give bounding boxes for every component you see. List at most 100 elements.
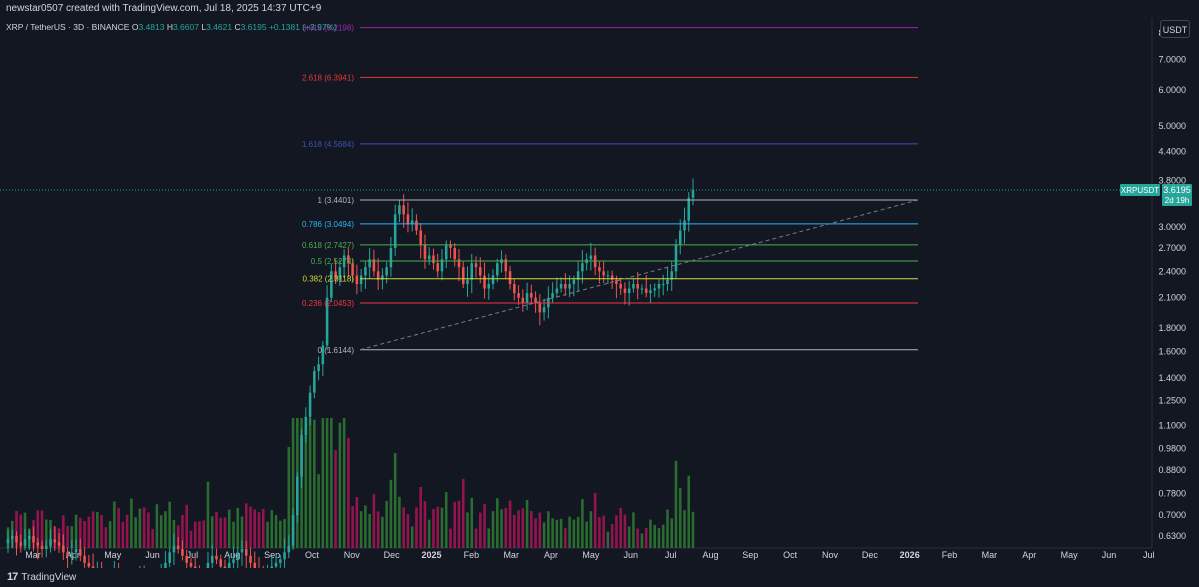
volume-bar — [279, 520, 282, 548]
candle-body — [444, 244, 448, 260]
volume-bar — [419, 486, 422, 548]
candle-body — [496, 263, 499, 276]
candle-body — [623, 288, 627, 294]
volume-bar — [313, 419, 316, 548]
volume-bar — [257, 512, 261, 548]
price-tag-bg — [1162, 183, 1192, 206]
candle-body — [70, 552, 74, 556]
volume-bar — [606, 531, 610, 548]
candle-body — [304, 416, 308, 435]
candle-body — [436, 263, 439, 272]
candle-body — [423, 244, 427, 260]
volume-bar — [368, 513, 371, 548]
volume-bar — [389, 479, 393, 548]
time-tick-label: Aug — [224, 550, 240, 560]
volume-bar — [640, 533, 644, 548]
candle-body — [49, 539, 52, 546]
volume-bar — [683, 510, 686, 548]
candle-body — [10, 536, 14, 540]
volume-bar — [432, 508, 435, 548]
time-tick-label: Jul — [187, 550, 199, 560]
candle-body — [470, 263, 474, 280]
volume-bar — [176, 525, 180, 548]
time-tick-label: Sep — [742, 550, 758, 560]
candle-body — [478, 267, 482, 276]
volume-bar — [453, 501, 457, 548]
volume-bar — [87, 516, 91, 548]
candle-body — [449, 244, 452, 248]
candle-body — [23, 539, 27, 546]
volume-bar — [168, 501, 171, 548]
volume-bar — [62, 515, 65, 548]
volume-bar — [661, 524, 665, 548]
price-tick-label: 7.0000 — [1158, 54, 1186, 64]
candles — [6, 178, 695, 568]
symbol-legend: XRP / TetherUS · 3D · BINANCE O3.4813 H3… — [6, 22, 337, 32]
candle-body — [368, 259, 371, 268]
candle-body — [389, 247, 393, 268]
candle-body — [644, 288, 648, 294]
candle-body — [321, 345, 325, 365]
tradingview-logo-icon: 17 — [7, 571, 18, 583]
candle-body — [376, 271, 380, 280]
price-tick-label: 2.7000 — [1158, 243, 1186, 253]
volume-bar — [474, 528, 478, 548]
candle-body — [164, 562, 167, 568]
volume-bar — [564, 528, 567, 548]
time-tick-label: Jul — [1143, 550, 1155, 560]
legend-segment: 3.4621 — [206, 22, 234, 32]
time-tick-label: Oct — [305, 550, 320, 560]
volume-bar — [189, 530, 193, 548]
candle-body — [279, 559, 282, 563]
volume-bar — [249, 506, 252, 548]
time-tick-label: Jun — [145, 550, 160, 560]
volume-bar — [542, 522, 546, 548]
candle-body — [466, 279, 469, 285]
time-tick-label: 2025 — [421, 550, 441, 560]
volume-bar — [615, 515, 618, 548]
price-tick-label: 3.0000 — [1158, 222, 1186, 232]
candle-body — [521, 297, 525, 303]
legend-segment: 3.6195 — [241, 22, 269, 32]
price-tick-label: 0.9800 — [1158, 444, 1186, 454]
time-tick-label: Sep — [264, 550, 280, 560]
candle-body — [602, 271, 605, 276]
price-tick-label: 1.8000 — [1158, 323, 1186, 333]
price-tick-label: 1.4000 — [1158, 373, 1186, 383]
volume-bar — [444, 492, 448, 548]
candle-body — [542, 307, 546, 313]
candle-body — [640, 288, 644, 290]
candle-body — [219, 559, 223, 567]
tradingview-logo[interactable]: 17 TradingView — [7, 571, 76, 583]
volume-bar — [206, 481, 210, 548]
legend-segment: O — [132, 22, 139, 32]
candle-body — [504, 259, 508, 272]
candle-body — [300, 434, 303, 477]
candle-body — [559, 284, 563, 289]
volume-bar — [219, 517, 223, 548]
volume-bar — [74, 514, 78, 548]
candle-body — [372, 259, 376, 272]
candle-body — [244, 548, 248, 556]
price-chart[interactable]: 8.00007.00006.00005.00004.40003.80003.00… — [0, 0, 1199, 568]
volume-bar — [576, 516, 580, 548]
candle-body — [185, 555, 188, 563]
volume-bar — [266, 521, 269, 548]
volume-bar — [470, 497, 474, 548]
candle-body — [687, 197, 691, 221]
volume-bar — [100, 514, 103, 548]
volume-bar — [138, 508, 142, 548]
price-tick-label: 3.8000 — [1158, 175, 1186, 185]
candle-body — [66, 552, 69, 556]
volume-bar — [347, 438, 350, 548]
candle-body — [534, 297, 537, 303]
volume-bar — [304, 425, 308, 548]
fib-level-label: 0 (1.6144) — [318, 346, 355, 355]
ticker-tag-bg — [1120, 183, 1160, 196]
volume-bar — [321, 418, 325, 548]
candle-body — [227, 562, 231, 568]
volume-bar — [530, 511, 533, 548]
volume-bar — [70, 526, 74, 548]
currency-selector-button[interactable]: USDT — [1160, 20, 1190, 38]
candle-body — [74, 548, 78, 553]
